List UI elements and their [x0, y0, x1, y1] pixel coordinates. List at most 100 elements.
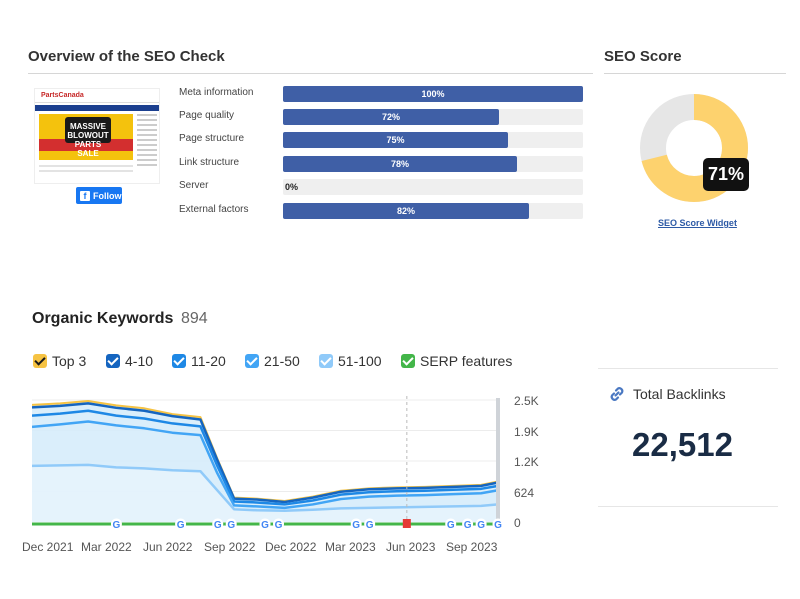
x-tick-label: Dec 2021: [22, 540, 74, 554]
legend-checkbox[interactable]: [245, 354, 259, 368]
seo-check-title: Overview of the SEO Check: [28, 48, 225, 65]
legend-checkbox[interactable]: [106, 354, 120, 368]
google-update-icon: [462, 518, 474, 530]
y-tick-label: 1.2K: [514, 455, 539, 469]
google-update-icon: [225, 518, 237, 530]
metric-bar-track: 75%: [283, 132, 583, 148]
legend-item[interactable]: 4-10: [106, 353, 153, 369]
legend-label: 21-50: [264, 353, 300, 369]
backlinks-divider-bottom: [598, 506, 778, 507]
organic-keywords-title: Organic Keywords: [32, 310, 174, 327]
legend-label: 4-10: [125, 353, 154, 369]
metric-label: Page structure: [179, 133, 245, 144]
google-update-icon: [445, 518, 457, 530]
facebook-follow-button[interactable]: f Follow: [76, 187, 122, 204]
metric-percentage: 82%: [396, 206, 415, 216]
seo-check-divider: [28, 73, 593, 74]
flag-icon: [402, 519, 411, 528]
x-tick-label: Mar 2023: [325, 540, 376, 554]
legend-label: 11-20: [191, 353, 226, 369]
seo-score-title: SEO Score: [604, 48, 682, 65]
legend-checkbox[interactable]: [319, 354, 333, 368]
google-update-icon: [364, 518, 376, 530]
google-update-icon: [259, 518, 271, 530]
google-update-glyph: G: [275, 520, 283, 531]
google-update-icon: [492, 518, 504, 530]
follow-label: Follow: [93, 190, 122, 201]
legend-label: 51-100: [338, 353, 382, 369]
legend-label: SERP features: [420, 353, 513, 369]
metric-bar-track: 0%: [283, 179, 583, 195]
metric-bar-fill: [283, 109, 499, 125]
x-tick-label: Jun 2022: [143, 540, 193, 554]
legend-item[interactable]: 21-50: [245, 353, 300, 369]
x-tick-label: Sep 2022: [204, 540, 256, 554]
google-update-icon: [273, 518, 285, 530]
link-icon: [610, 387, 624, 401]
google-update-glyph: G: [113, 520, 121, 531]
google-update-glyph: G: [447, 520, 455, 531]
legend-checkbox[interactable]: [401, 354, 415, 368]
metric-percentage: 78%: [390, 159, 409, 169]
google-update-glyph: G: [494, 520, 502, 531]
google-update-icon: [110, 518, 122, 530]
metric-bar-track: 82%: [283, 203, 583, 219]
google-update-glyph: G: [214, 520, 222, 531]
legend-item[interactable]: Top 3: [33, 353, 86, 369]
website-thumbnail[interactable]: PartsCanada MASSIVE BLOWOUT PARTS SALE: [34, 88, 160, 184]
donut-fill: [640, 94, 748, 202]
seo-score-value: 71%: [703, 158, 749, 191]
chart-scroll-edge: [496, 398, 500, 522]
google-update-icon: [350, 518, 362, 530]
thumbnail-navbar: [35, 105, 159, 111]
thumbnail-banner-text: MASSIVE BLOWOUT PARTS SALE: [67, 122, 109, 158]
thumbnail-logo: PartsCanada: [41, 92, 84, 99]
y-tick-label: 624: [514, 486, 535, 500]
y-tick-label: 1.9K: [514, 425, 539, 439]
series-line: [32, 463, 499, 513]
y-tick-label: 0: [514, 516, 521, 530]
google-update-glyph: G: [464, 520, 472, 531]
google-update-icon: [175, 518, 187, 530]
total-backlinks-label: Total Backlinks: [633, 386, 726, 402]
google-update-glyph: G: [477, 520, 485, 531]
metric-bar-track: 78%: [283, 156, 583, 172]
backlinks-divider-top: [598, 368, 778, 369]
series-line: [32, 409, 499, 506]
series-line: [32, 402, 499, 504]
legend-label: Top 3: [52, 353, 87, 369]
metric-bar-fill: [283, 86, 583, 102]
thumbnail-header: [35, 89, 159, 103]
y-tick-label: 2.5K: [514, 394, 539, 408]
x-tick-label: Sep 2023: [446, 540, 498, 554]
metric-label: External factors: [179, 204, 249, 215]
thumbnail-banner-box: [65, 117, 111, 143]
chart-right-padding: [502, 392, 554, 562]
google-update-glyph: G: [261, 520, 269, 531]
thumbnail-content-lines: [39, 165, 133, 175]
legend-checkbox[interactable]: [172, 354, 186, 368]
metric-percentage: 75%: [386, 135, 405, 145]
metric-bar-track: 72%: [283, 109, 583, 125]
series-line: [32, 420, 499, 510]
google-update-glyph: G: [227, 520, 235, 531]
legend-item[interactable]: SERP features: [401, 353, 512, 369]
metric-bar-track: 100%: [283, 86, 583, 102]
metric-label: Link structure: [179, 157, 240, 168]
x-tick-label: Mar 2022: [81, 540, 132, 554]
legend-checkbox[interactable]: [33, 354, 47, 368]
metric-percentage: 100%: [421, 89, 445, 99]
metric-label: Meta information: [179, 87, 254, 98]
thumbnail-sidebar: [137, 114, 157, 174]
metric-bar-fill: [283, 132, 508, 148]
metric-bar-fill: [283, 203, 529, 219]
seo-score-divider: [604, 73, 786, 74]
x-tick-label: Dec 2022: [265, 540, 317, 554]
legend-item[interactable]: 51-100: [319, 353, 382, 369]
metric-bar-fill: [283, 156, 517, 172]
seo-score-widget-link[interactable]: SEO Score Widget: [658, 218, 737, 228]
google-update-glyph: G: [177, 520, 185, 531]
legend-item[interactable]: 11-20: [172, 353, 226, 369]
metric-label: Server: [179, 180, 209, 191]
